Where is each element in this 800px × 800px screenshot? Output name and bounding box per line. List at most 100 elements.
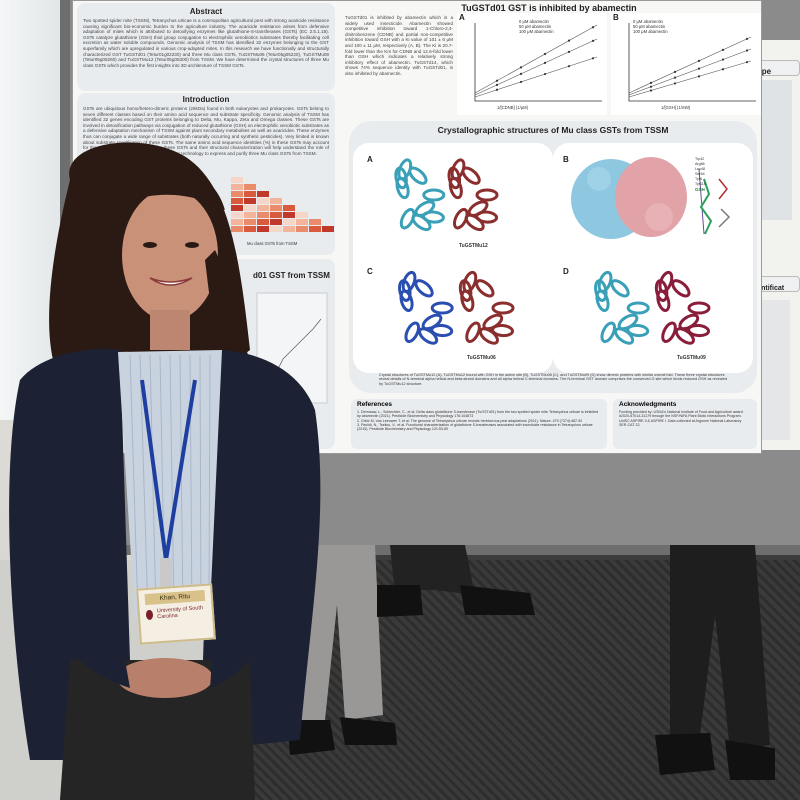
presenter xyxy=(9,142,321,800)
background-people-legs xyxy=(285,545,775,780)
helix-ribbon xyxy=(671,279,691,298)
plot-b-xlabel: 1/[GSH] (1/mM) xyxy=(661,105,691,110)
matrix-cell xyxy=(257,191,269,197)
plot-b-legend-1: 50 μM abamectin xyxy=(633,24,666,29)
ligand-label-1: Arg86 xyxy=(695,162,705,166)
structure-mu12 xyxy=(394,158,499,232)
matrix-cell xyxy=(244,212,256,218)
helix-ribbon xyxy=(461,166,481,185)
plot-axes xyxy=(628,23,756,102)
matrix-cell xyxy=(231,184,243,190)
ligand-label-0: Trp42 xyxy=(695,157,705,161)
reference-3: 3. Pavlidi, N., Tseliou, V., et al. Func… xyxy=(357,422,593,432)
helix-ribbon xyxy=(626,323,650,338)
matrix-cell xyxy=(270,212,282,218)
introduction-panel: Introduction GSTs are ubiquitous homo/he… xyxy=(77,93,335,255)
plot-b-legend-2: 100 μM abamectin xyxy=(633,29,668,34)
plot-point xyxy=(673,76,677,79)
ligand-label-5: Tyr115 xyxy=(695,182,706,186)
matrix-cell xyxy=(309,219,321,225)
structure-mu06 xyxy=(398,270,515,345)
helix-ribbon xyxy=(408,166,428,185)
matrix-cell xyxy=(231,198,243,204)
matrix-cell xyxy=(257,212,269,218)
plot-point xyxy=(519,80,523,84)
plot-point xyxy=(649,89,653,92)
matrix-cell xyxy=(257,226,269,232)
structure-mu09 xyxy=(594,270,711,345)
sequence-identity-matrix xyxy=(231,177,334,232)
plot-point xyxy=(543,61,547,64)
plot-point xyxy=(591,39,595,42)
matrix-cell xyxy=(283,226,295,232)
matrix-cell xyxy=(257,219,269,225)
matrix-cell xyxy=(231,177,243,183)
crystal-structures-panel: Crystallographic structures of Mu class … xyxy=(349,121,757,393)
lineweaver-plot-b: B 1/[GSH] (1/mM) 0 μM abamectin 50 μM ab… xyxy=(611,13,761,115)
helix-ribbon xyxy=(399,207,416,230)
helix-ribbon xyxy=(465,321,481,343)
helix-ribbon xyxy=(626,301,650,315)
matrix-cell xyxy=(231,191,243,197)
active-site-detail xyxy=(698,168,731,235)
plot-point xyxy=(495,79,499,82)
university-seal-icon xyxy=(145,609,154,621)
helix-ribbon xyxy=(430,323,454,338)
matrix-cell xyxy=(283,212,295,218)
plot-a-xlabel: 1/[CDNB] (1/μM) xyxy=(497,105,529,110)
plot-a-legend: 0 μM abamectin 50 μM abamectin 100 μM ab… xyxy=(519,19,554,34)
matrix-cell xyxy=(283,219,295,225)
plot-point xyxy=(519,66,523,69)
plot-point xyxy=(745,37,749,40)
introduction-title: Introduction xyxy=(182,95,230,104)
plot-point xyxy=(697,75,701,78)
plot-a-legend-2: 100 μM abamectin xyxy=(519,29,554,34)
plot-point xyxy=(649,85,653,88)
matrix-cell xyxy=(257,198,269,204)
badge-affiliation: University of South Carolina xyxy=(156,605,204,621)
plot-a-legend-0: 0 μM abamectin xyxy=(519,19,549,24)
helix-ribbon xyxy=(687,301,711,315)
panel-c-letter: C xyxy=(367,267,373,276)
plot-point xyxy=(721,68,725,71)
matrix-cell xyxy=(322,226,334,232)
plot-point xyxy=(495,88,499,91)
adjacent-poster-section-title: Identificat xyxy=(751,285,785,292)
matrix-cell xyxy=(244,184,256,190)
plot-point xyxy=(543,52,547,56)
plot-series-line xyxy=(628,60,752,98)
helix-ribbon xyxy=(447,166,462,190)
matrix-cell xyxy=(309,226,321,232)
reference-2: 2. Grbić M, Van Leeuwen T, et al. The ge… xyxy=(357,418,583,423)
matrix-cell xyxy=(231,219,243,225)
plot-point xyxy=(673,70,677,73)
helix-ribbon xyxy=(458,279,473,302)
name-badge: Khan, Ritu University of South Carolina xyxy=(136,583,216,645)
matrix-cell xyxy=(270,205,282,211)
plot-point xyxy=(745,49,749,52)
matrix-cell xyxy=(296,219,308,225)
matrix-cell xyxy=(244,191,256,197)
ligand-label-2: Leu48 xyxy=(695,167,705,171)
plot-point xyxy=(567,39,571,42)
helix-ribbon xyxy=(421,210,445,224)
ligand-label-4: Tyr6 xyxy=(695,177,702,181)
helix-ribbon xyxy=(610,279,630,298)
helix-ribbon xyxy=(687,323,711,338)
matrix-cell xyxy=(257,205,269,211)
helix-ribbon xyxy=(414,279,434,298)
plot-point xyxy=(591,57,595,60)
lineweaver-plot-a: A 1/[CDNB] (1/μM) 0 μM abamectin 50 μM a… xyxy=(457,13,607,115)
helix-ribbon xyxy=(654,279,669,302)
ligand-labels: Trp42 Arg86 Leu48 Ser84 Tyr6 Tyr115 GSH xyxy=(695,157,751,192)
d01-section-title: d01 GST from TSSM xyxy=(253,271,330,280)
plot-point xyxy=(495,83,499,87)
helix-ribbon xyxy=(594,279,608,302)
helix-ribbon xyxy=(452,207,469,230)
hands xyxy=(117,658,213,698)
ligand-label-3: Ser84 xyxy=(695,172,705,176)
panel-a-letter: A xyxy=(367,155,373,164)
plot-a-letter: A xyxy=(459,13,465,22)
helix-ribbon xyxy=(491,323,515,338)
